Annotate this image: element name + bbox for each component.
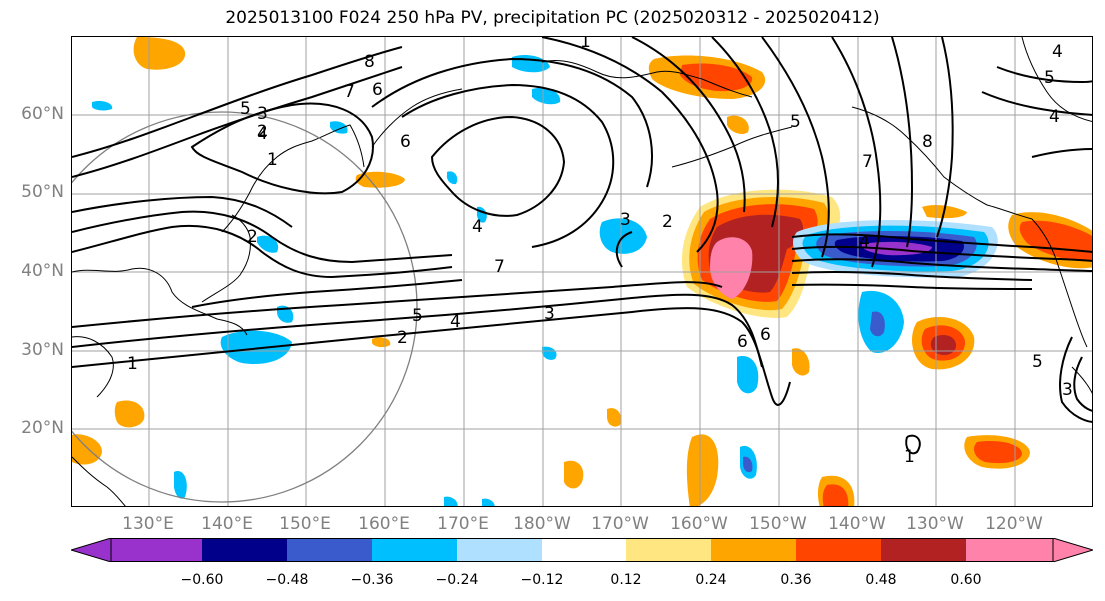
colorbar-segment (202, 538, 287, 562)
lon-label-130e: 130°E (122, 514, 174, 534)
colorbar-tick: −0.60 (180, 572, 224, 588)
contour-label: 4 (450, 312, 461, 332)
contour-label: 2 (397, 328, 408, 348)
contour-labels: 8 7 6 5 4 3 2 1 1 2 3 4 5 6 6 7 8 5 4 1 … (127, 37, 1073, 467)
lon-label-160w: 160°W (670, 514, 728, 534)
contour-label: 4 (859, 232, 870, 252)
colorbar-tick: 0.60 (950, 572, 982, 588)
lon-label-150e: 150°E (279, 514, 331, 534)
colorbar-segment (626, 538, 711, 562)
contour-label: 5 (1044, 68, 1055, 88)
lat-label-30n: 30°N (21, 340, 64, 360)
colorbar-tick: 0.36 (780, 572, 812, 588)
colorbar-segment (111, 538, 202, 562)
graticule (72, 37, 1092, 506)
contour-label: 4 (1049, 107, 1060, 127)
colorbar-segment (287, 538, 372, 562)
lon-label-150w: 150°W (749, 514, 807, 534)
contour-label: 6 (737, 332, 748, 352)
colorbar (71, 538, 1093, 562)
lon-label-140w: 140°W (828, 514, 886, 534)
contour-label: 4 (1052, 42, 1063, 62)
contour-label: 3 (620, 210, 631, 230)
lat-label-60n: 60°N (21, 104, 64, 124)
contour-label: 7 (494, 257, 505, 277)
colorbar-segment (542, 538, 626, 562)
lon-label-160e: 160°E (358, 514, 410, 534)
contour-label: 7 (344, 82, 355, 102)
contour-label: 3 (544, 304, 555, 324)
colorbar-segment (881, 538, 966, 562)
coastlines (72, 37, 1092, 506)
lat-label-20n: 20°N (21, 418, 64, 438)
colorbar-segment (796, 538, 881, 562)
colorbar-tick: −0.24 (435, 572, 479, 588)
contour-label: 8 (364, 52, 375, 72)
contour-label: 5 (240, 99, 251, 119)
lon-label-140e: 140°E (201, 514, 253, 534)
lon-label-130w: 130°W (906, 514, 964, 534)
contour-label: 1 (127, 354, 138, 374)
contour-label: 2 (662, 212, 673, 232)
contour-label: 6 (372, 80, 383, 100)
lon-label-170e: 170°E (437, 514, 489, 534)
contour-label: 5 (1032, 352, 1043, 372)
colorbar-tick: −0.12 (520, 572, 564, 588)
reference-circle (72, 111, 418, 503)
contour-label: 6 (400, 132, 411, 152)
colorbar-tick: 0.48 (865, 572, 897, 588)
colorbar-segment (711, 538, 796, 562)
contour-label: 1 (580, 37, 591, 52)
contour-label: 3 (257, 104, 268, 124)
colorbar-segment (457, 538, 542, 562)
colorbar-over-arrow (1052, 538, 1093, 562)
contour-label: 2 (257, 122, 268, 142)
lon-label-120w: 120°W (985, 514, 1043, 534)
lat-label-40n: 40°N (21, 261, 64, 281)
contour-label: 8 (922, 132, 933, 152)
pv-contours (72, 37, 1092, 455)
map-canvas: 8 7 6 5 4 3 2 1 1 2 3 4 5 6 6 7 8 5 4 1 … (72, 37, 1092, 506)
colorbar-tick: −0.48 (265, 572, 309, 588)
map-title: 2025013100 F024 250 hPa PV, precipitatio… (225, 8, 880, 28)
contour-label: 7 (862, 152, 873, 172)
contour-label: 5 (790, 112, 801, 132)
lon-label-180w: 180°W (513, 514, 571, 534)
colorbar-tick: −0.36 (350, 572, 394, 588)
colorbar-under-arrow (71, 538, 112, 562)
contour-label: 5 (412, 306, 423, 326)
colorbar-tick: 0.24 (695, 572, 727, 588)
contour-label: 2 (247, 227, 258, 247)
contour-label: 1 (904, 447, 915, 467)
contour-label: 1 (267, 150, 278, 170)
colorbar-tick: 0.12 (610, 572, 642, 588)
contour-label: 4 (257, 124, 268, 144)
contour-label: 6 (760, 325, 771, 345)
contour-label: 3 (1062, 380, 1073, 400)
lat-label-50n: 50°N (21, 182, 64, 202)
colorbar-segment (372, 538, 457, 562)
colorbar-segment (966, 538, 1053, 562)
contour-label: 4 (472, 217, 483, 237)
map-panel: 8 7 6 5 4 3 2 1 1 2 3 4 5 6 6 7 8 5 4 1 … (71, 36, 1093, 507)
lon-label-170w: 170°W (591, 514, 649, 534)
